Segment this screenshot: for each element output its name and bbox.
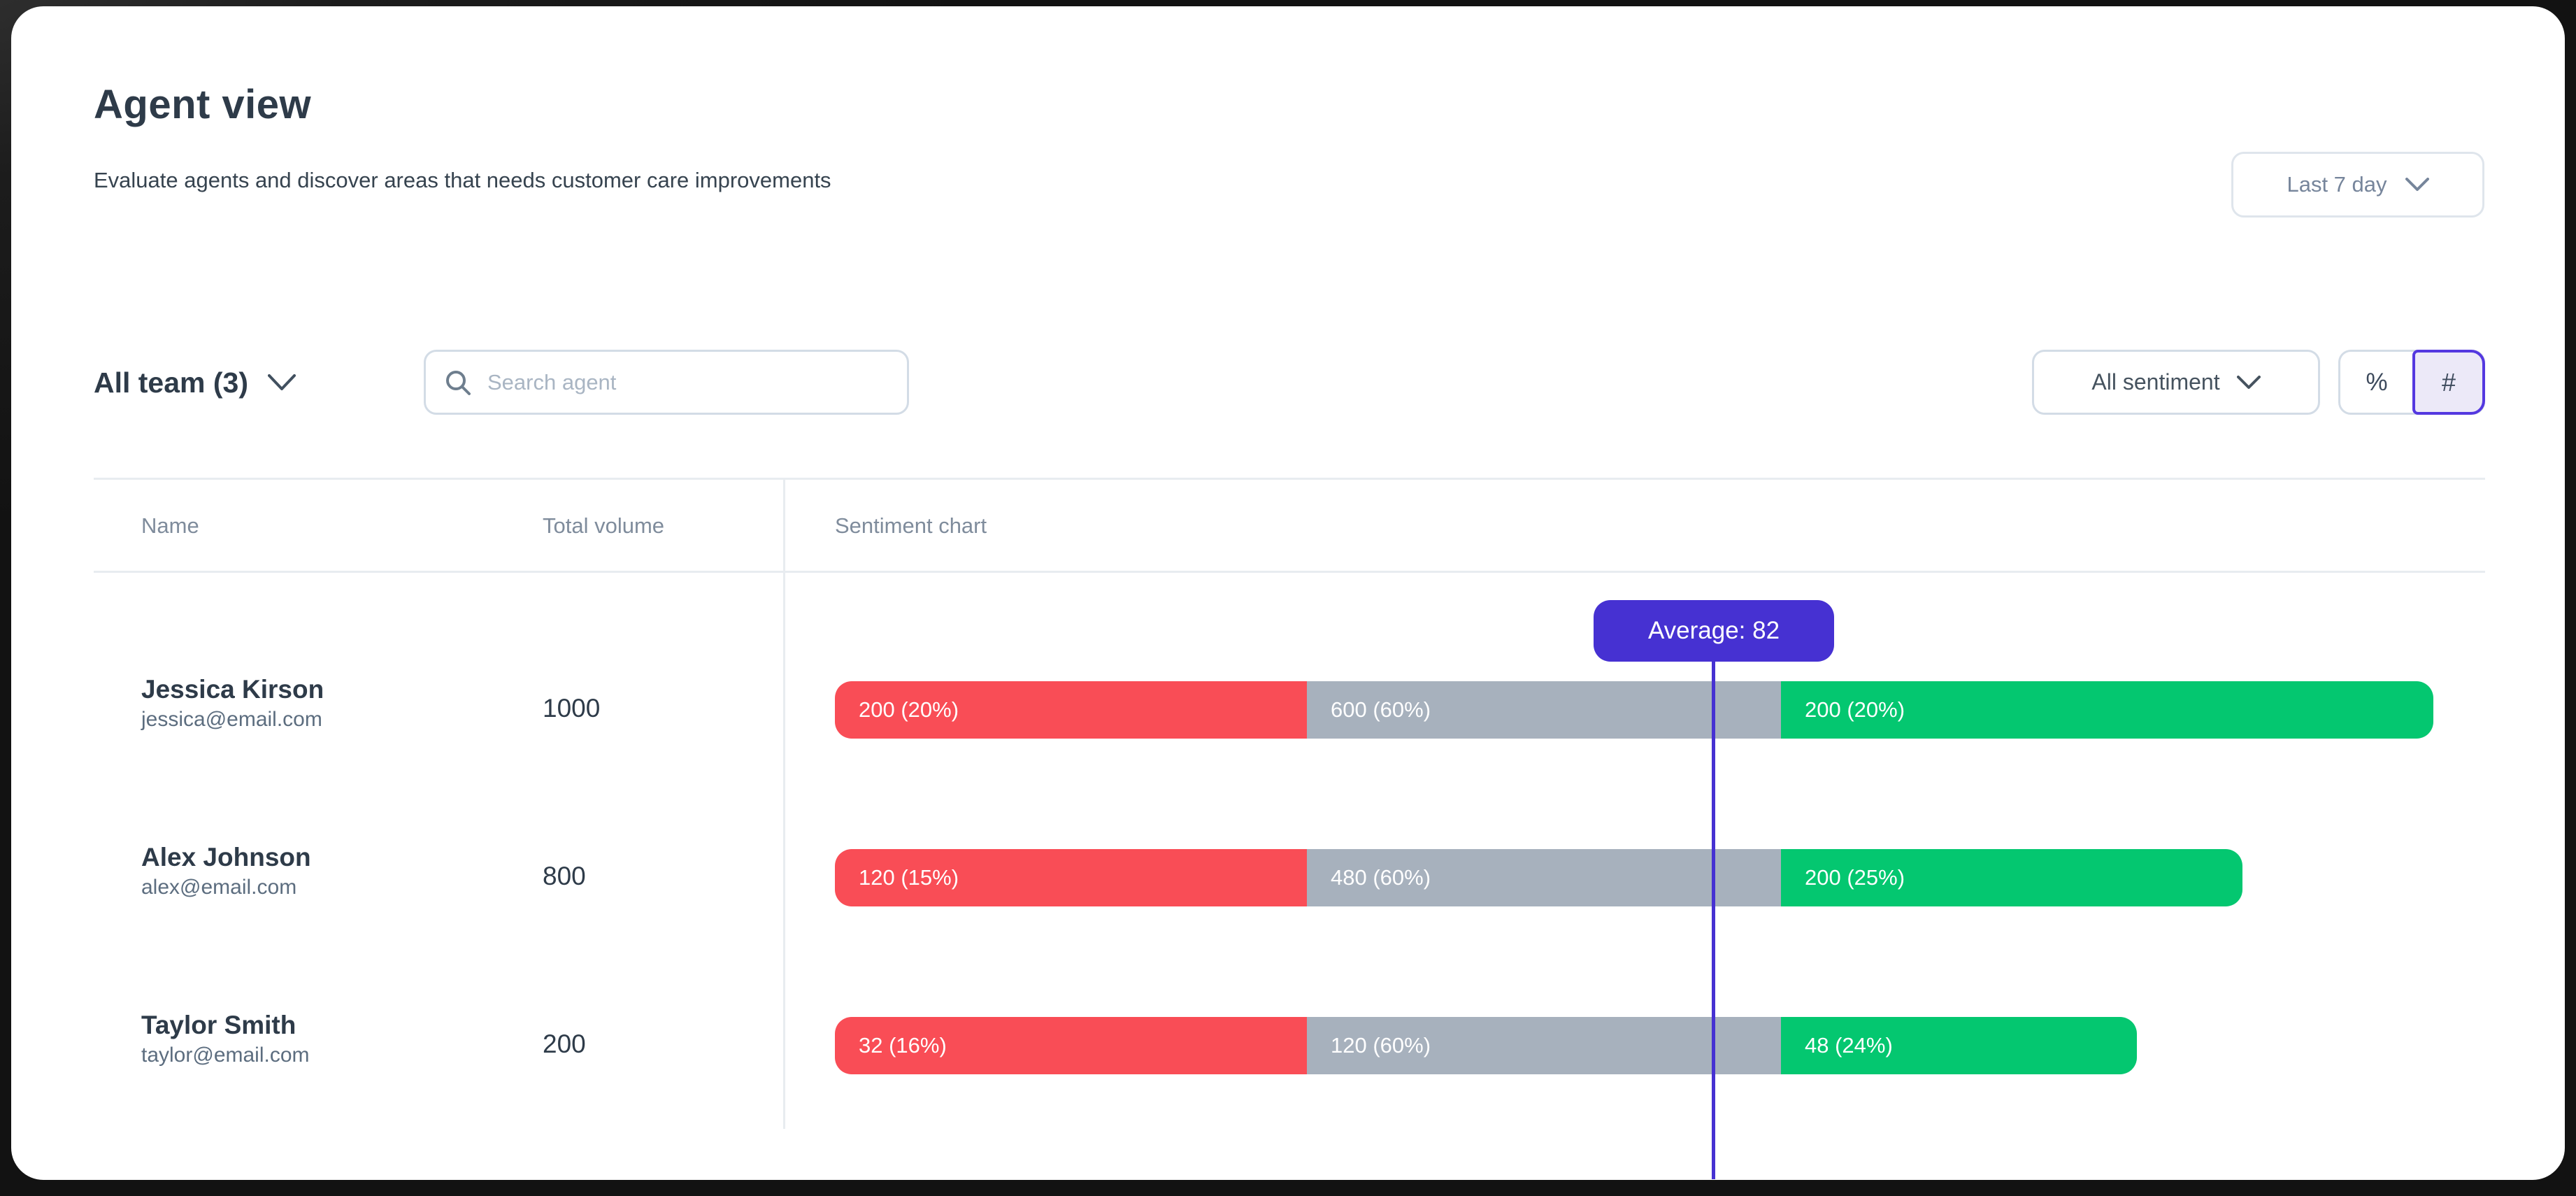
negative-segment: 32 (16%) bbox=[835, 1017, 1307, 1074]
sentiment-filter-dropdown[interactable]: All sentiment bbox=[2032, 350, 2320, 415]
segment-label: 200 (20%) bbox=[1805, 697, 1905, 722]
segment-label: 32 (16%) bbox=[859, 1033, 947, 1058]
segment-label: 120 (60%) bbox=[1331, 1033, 1431, 1058]
team-filter-dropdown[interactable]: All team (3) bbox=[94, 353, 296, 412]
agent-cell: Jessica Kirson jessica@email.com bbox=[141, 673, 324, 733]
page-title: Agent view bbox=[94, 82, 312, 127]
sentiment-bar: 32 (16%) 120 (60%) 48 (24%) bbox=[835, 1017, 2137, 1074]
agent-email: alex@email.com bbox=[141, 876, 297, 899]
total-volume-value: 800 bbox=[543, 862, 586, 890]
team-filter-label: All team (3) bbox=[94, 366, 248, 399]
search-agent-input[interactable] bbox=[486, 369, 889, 396]
sentiment-bar: 120 (15%) 480 (60%) 200 (25%) bbox=[835, 849, 2242, 906]
neutral-segment: 480 (60%) bbox=[1307, 849, 1781, 906]
table-column-divider bbox=[783, 478, 785, 1129]
segment-label: 120 (15%) bbox=[859, 865, 959, 890]
agent-cell: Alex Johnson alex@email.com bbox=[141, 841, 311, 901]
agent-name: Taylor Smith bbox=[141, 1011, 296, 1039]
positive-segment: 200 (25%) bbox=[1781, 849, 2242, 906]
total-volume-value: 1000 bbox=[543, 694, 601, 722]
agent-email: taylor@email.com bbox=[141, 1044, 310, 1067]
segment-label: 200 (25%) bbox=[1805, 865, 1905, 890]
chevron-down-icon bbox=[2236, 375, 2261, 389]
agent-email: jessica@email.com bbox=[141, 708, 322, 731]
table-top-divider bbox=[94, 478, 2485, 480]
neutral-segment: 120 (60%) bbox=[1307, 1017, 1781, 1074]
segment-label: 48 (24%) bbox=[1805, 1033, 1893, 1058]
page-subtitle: Evaluate agents and discover areas that … bbox=[94, 168, 831, 192]
segment-label: 600 (60%) bbox=[1331, 697, 1431, 722]
unit-toggle-count-button[interactable]: # bbox=[2412, 350, 2485, 415]
segment-label: 480 (60%) bbox=[1331, 865, 1431, 890]
sentiment-filter-label: All sentiment bbox=[2091, 369, 2220, 394]
column-header-sentiment-chart: Sentiment chart bbox=[835, 513, 987, 538]
agent-name: Jessica Kirson bbox=[141, 675, 324, 704]
average-marker-line bbox=[1712, 660, 1715, 1179]
chevron-down-icon bbox=[268, 374, 296, 390]
average-badge: Average: 82 bbox=[1594, 600, 1834, 662]
main-card bbox=[11, 6, 2565, 1180]
negative-segment: 200 (20%) bbox=[835, 681, 1307, 739]
search-agent-box bbox=[424, 350, 909, 415]
date-range-dropdown[interactable]: Last 7 day bbox=[2231, 152, 2484, 218]
search-icon bbox=[446, 370, 471, 395]
segment-label: 200 (20%) bbox=[859, 697, 959, 722]
chevron-down-icon bbox=[2405, 178, 2429, 191]
positive-segment: 200 (20%) bbox=[1781, 681, 2433, 739]
unit-toggle-percent-button[interactable]: % bbox=[2366, 368, 2388, 396]
column-header-total-volume: Total volume bbox=[543, 513, 665, 538]
unit-toggle: % # bbox=[2338, 350, 2485, 415]
agent-name: Alex Johnson bbox=[141, 843, 311, 871]
negative-segment: 120 (15%) bbox=[835, 849, 1307, 906]
total-volume-value: 200 bbox=[543, 1030, 586, 1058]
agent-cell: Taylor Smith taylor@email.com bbox=[141, 1009, 310, 1069]
sentiment-bar: 200 (20%) 600 (60%) 200 (20%) bbox=[835, 681, 2433, 739]
neutral-segment: 600 (60%) bbox=[1307, 681, 1781, 739]
positive-segment: 48 (24%) bbox=[1781, 1017, 2137, 1074]
date-range-label: Last 7 day bbox=[2287, 172, 2387, 197]
table-header-divider bbox=[94, 571, 2485, 573]
column-header-name: Name bbox=[141, 513, 199, 538]
